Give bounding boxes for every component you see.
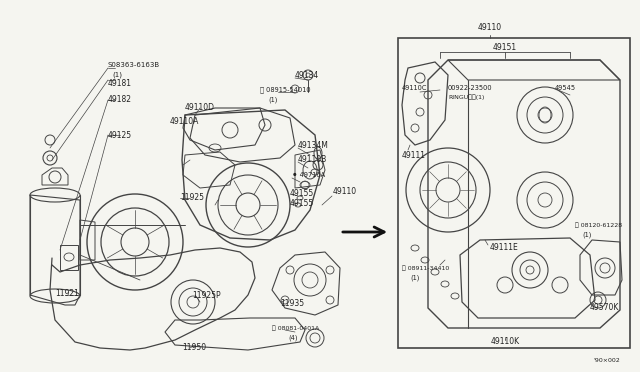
Text: Ⓜ 08915-54010: Ⓜ 08915-54010 [260,87,310,93]
Text: 49110: 49110 [333,187,357,196]
Text: Ⓑ 08120-61228: Ⓑ 08120-61228 [575,222,622,228]
Text: 49570K: 49570K [590,304,620,312]
Text: (1): (1) [410,275,419,281]
Text: 49151: 49151 [493,44,517,52]
Text: (1): (1) [112,72,122,78]
Text: 49110C: 49110C [402,85,428,91]
Text: Ⓑ 08081-0401A: Ⓑ 08081-0401A [272,325,319,331]
Text: 49111: 49111 [402,151,426,160]
Text: 49125: 49125 [108,131,132,140]
Text: 49181: 49181 [108,78,132,87]
Text: Ⓝ 08911-34410: Ⓝ 08911-34410 [402,265,449,271]
Text: 49111E: 49111E [490,244,519,253]
Text: 11925: 11925 [180,193,204,202]
Text: 11925P: 11925P [192,292,221,301]
Text: ⚫ 49710A: ⚫ 49710A [292,172,325,178]
Bar [60,245,78,270]
Text: S08363-6163B: S08363-6163B [108,62,160,68]
Text: 49545: 49545 [555,85,576,91]
Text: RINGUング(1): RINGUング(1) [448,94,484,100]
Text: '90×002: '90×002 [593,357,620,362]
Text: 49110: 49110 [478,23,502,32]
Text: (1): (1) [268,97,277,103]
Text: 49155: 49155 [290,189,314,198]
Bar [398,38,630,348]
Text: 11935: 11935 [280,298,304,308]
Text: 49110B: 49110B [298,155,327,164]
Text: 00922-23500: 00922-23500 [448,85,493,91]
Text: 11950: 11950 [182,343,206,353]
Text: 49110D: 49110D [185,103,215,112]
Text: 49155: 49155 [290,199,314,208]
Text: 49134: 49134 [295,71,319,80]
Text: 49134M: 49134M [298,141,329,150]
Text: 49182: 49182 [108,96,132,105]
Text: (1): (1) [582,232,591,238]
Text: 11921: 11921 [55,289,79,298]
Text: (4): (4) [288,335,298,341]
Text: 49110K: 49110K [490,337,520,346]
Text: 49110A: 49110A [170,118,200,126]
